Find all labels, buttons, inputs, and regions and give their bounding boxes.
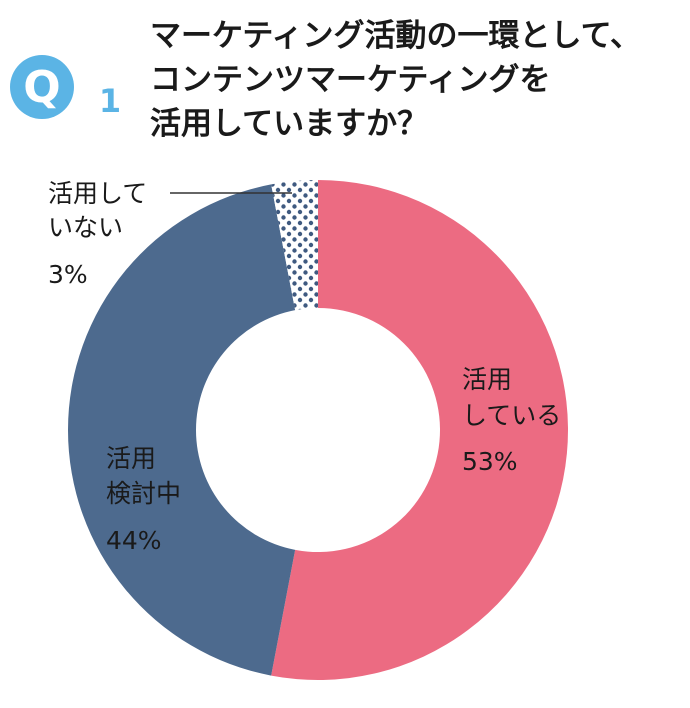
question-title-line-1: マーケティング活動の一環として、 [150,18,642,54]
donut-slice-considering [67,184,296,676]
label-not-using-line-1: 活用して [48,179,147,208]
value-label-not-using: 3% [48,260,88,289]
question-number: 1 [99,82,121,120]
question-title-line-2: コンテンツマーケティングを [150,62,551,98]
donut-slices [67,180,568,680]
label-not-using-line-2: いない [48,213,123,242]
question-badge: Q 1 [8,52,128,122]
label-using-line-2: している [462,401,561,430]
label-using-line-1: 活用 [462,365,512,394]
value-label-considering: 44% [106,526,162,555]
label-considering-line-2: 検討中 [106,479,181,508]
label-considering-line-1: 活用 [106,444,156,473]
donut-slice-using [271,180,568,680]
donut-slice-not-using [271,180,318,311]
question-badge-circle [10,55,74,119]
value-label-using: 53% [462,447,518,476]
question-title: マーケティング活動の一環として、 コンテンツマーケティングを 活用していますか？ [150,14,680,146]
question-title-line-3: 活用していますか？ [150,106,429,142]
question-letter: Q [23,62,60,113]
